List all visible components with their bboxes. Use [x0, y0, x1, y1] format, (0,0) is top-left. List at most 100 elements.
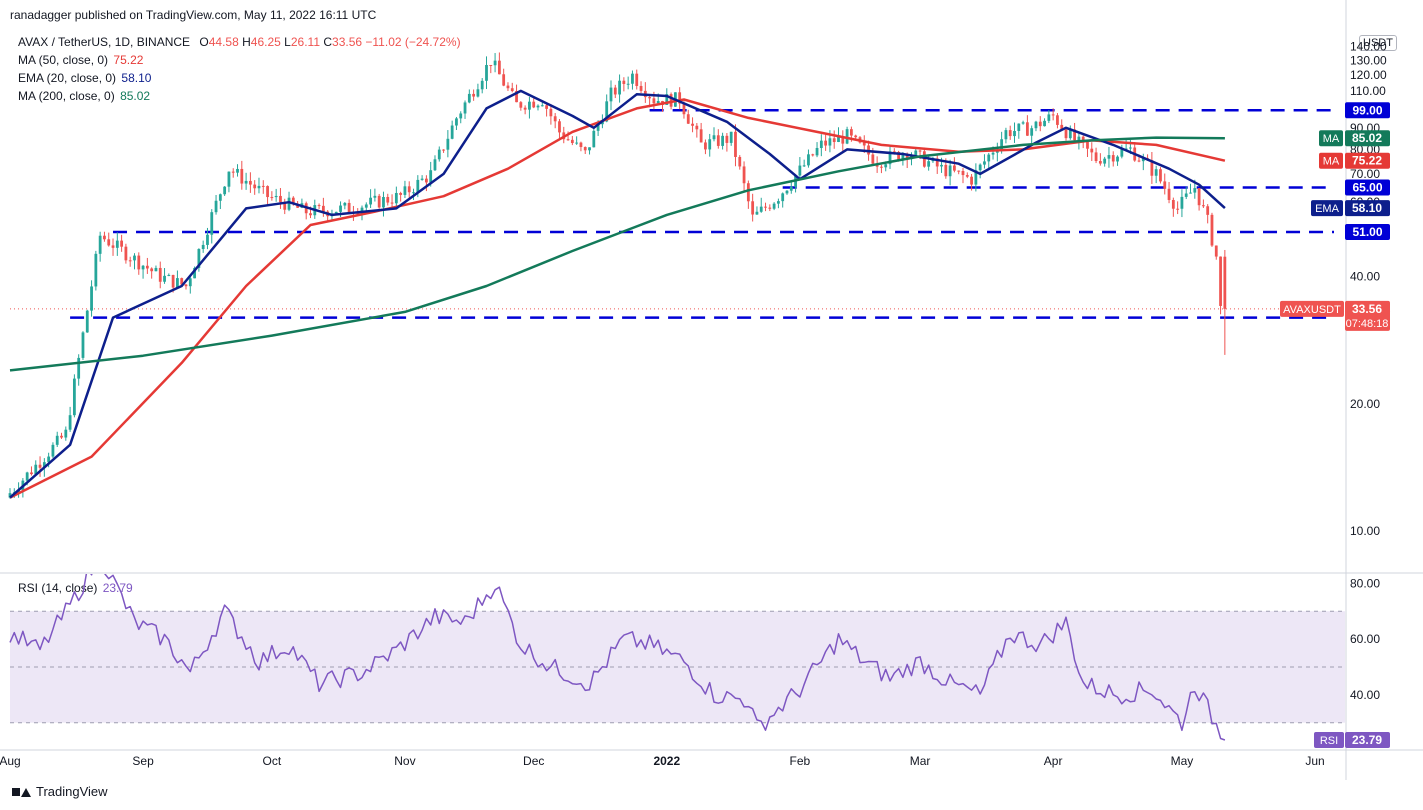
candle-body [55, 435, 59, 445]
candle-body [811, 154, 815, 156]
candle-body [369, 197, 372, 205]
candle-body [98, 235, 102, 254]
candle-body [862, 142, 866, 146]
candle-body [8, 493, 12, 498]
candle-body [180, 278, 184, 285]
candle-body [141, 265, 145, 270]
candle-body [240, 168, 244, 184]
candle-body [974, 170, 978, 185]
candle-body [30, 472, 33, 475]
candle-body [497, 60, 501, 75]
candle-body [111, 245, 115, 248]
legend-rsi-value: 23.79 [102, 581, 133, 595]
candle-body [472, 93, 476, 97]
candle-body [502, 74, 506, 86]
candle-body [283, 202, 287, 210]
candle-body [845, 129, 849, 144]
candle-body [540, 105, 544, 107]
candle-body [656, 101, 660, 104]
ma200-line [9, 136, 1225, 372]
legend-ma50-label: MA (50, close, 0) [18, 53, 109, 67]
rsi-value: 23.79 [1352, 733, 1382, 747]
symbol-tag-box [1280, 300, 1344, 317]
candle-body [214, 200, 218, 213]
price-tick-label: 10.00 [1350, 524, 1380, 538]
level-label: 99.00 [1352, 103, 1382, 117]
candle-body [197, 249, 201, 268]
candle-body [1073, 129, 1077, 141]
level-label: 65.00 [1352, 181, 1382, 195]
candle-body [1038, 121, 1042, 127]
candle-body [1167, 188, 1171, 200]
candle-body [124, 246, 128, 261]
candle-body [382, 196, 385, 208]
candle-body [386, 196, 390, 203]
candle-body [819, 140, 823, 148]
candle-body [433, 159, 437, 171]
candle-body [429, 170, 433, 183]
candle-body [412, 192, 415, 194]
candle-body [360, 207, 364, 214]
candle-body [1090, 148, 1094, 153]
candle-body [691, 123, 694, 126]
candle-body [1197, 188, 1201, 206]
rsi-tick-label: 80.00 [1350, 576, 1380, 590]
candle-body [493, 60, 497, 66]
legend-o-label: O [199, 35, 209, 49]
legend-change: −11.02 (−24.72%) [365, 35, 461, 49]
rsi-tag: RSI [1320, 735, 1338, 747]
candle-body [218, 194, 222, 201]
candle-body [832, 138, 836, 143]
candle-body [1176, 208, 1180, 210]
candle-body [601, 121, 604, 125]
candle-body [137, 255, 141, 270]
candle-body [1000, 139, 1004, 150]
candle-body [1163, 181, 1167, 189]
candle-body [802, 165, 806, 167]
candle-body [291, 197, 295, 204]
candle-body [519, 102, 523, 108]
candle-body [575, 142, 579, 144]
price-tick-label: 110.00 [1350, 84, 1386, 98]
candle-body [712, 135, 716, 140]
candle-body [558, 121, 561, 133]
candle-body [347, 202, 351, 213]
currency-selector[interactable]: USDT [1359, 35, 1397, 51]
candle-body [68, 415, 72, 430]
candle-body [154, 267, 158, 272]
legend-c-label: C [323, 35, 333, 49]
candle-body [905, 154, 909, 160]
candle-body [1098, 161, 1102, 164]
candle-body [755, 211, 759, 215]
candle-body [1013, 130, 1016, 137]
candle-body [1030, 128, 1034, 136]
candle-body [193, 267, 196, 279]
candle-body [1103, 158, 1107, 164]
time-tick-label: 2022 [653, 754, 680, 768]
candle-body [635, 73, 639, 86]
ma200-tag: MA [1323, 133, 1340, 145]
candle-body [914, 150, 918, 156]
candle-body [918, 150, 922, 152]
candle-body [1004, 130, 1008, 140]
candle-body [785, 190, 789, 194]
candle-body [1210, 214, 1214, 246]
candle-body [266, 186, 269, 198]
candle-body [815, 147, 819, 156]
chart-canvas[interactable]: 10.0020.0040.0050.0060.0070.0080.0090.00… [0, 0, 1423, 780]
candle-body [450, 125, 454, 139]
candle-body [390, 202, 394, 204]
candle-body [1223, 256, 1227, 309]
time-tick-label: Nov [394, 754, 415, 768]
candle-body [1180, 196, 1184, 209]
level-label-box [1345, 179, 1390, 196]
ma200-value-box [1345, 130, 1390, 147]
candle-body [652, 98, 656, 104]
candle-body [588, 147, 591, 151]
candle-body [665, 94, 669, 105]
candle-body [476, 89, 480, 97]
tradingview-logo-icon [12, 786, 31, 798]
rsi-tag-box [1314, 732, 1344, 749]
candle-body [399, 192, 403, 195]
price-tick-label: 140.00 [1350, 40, 1387, 54]
